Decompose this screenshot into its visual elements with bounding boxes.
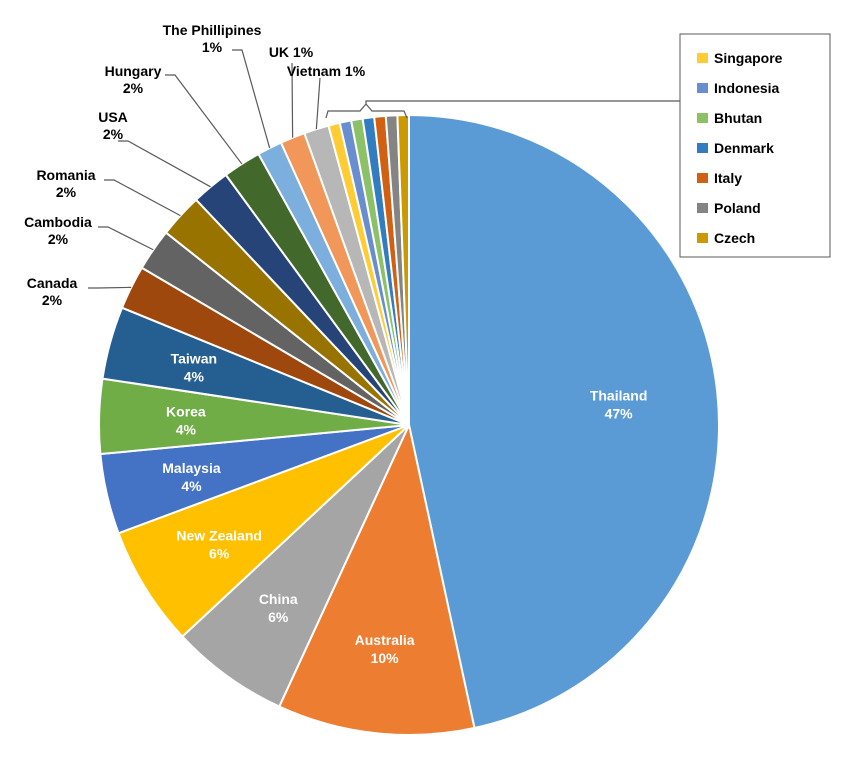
leader-line [165, 74, 243, 165]
slice-label-value: 6% [209, 545, 230, 561]
slice-label-value: 6% [268, 609, 289, 625]
legend-swatch [697, 233, 708, 243]
legend-label: Poland [714, 200, 761, 216]
legend-swatch [697, 203, 708, 213]
leader-line [315, 77, 321, 130]
slice-label-value: 4% [176, 422, 197, 438]
legend-leader [365, 100, 680, 104]
slice-label-value: 47% [605, 406, 634, 422]
slice-label-name: The Phillipines [163, 22, 262, 38]
legend-swatch [697, 173, 708, 183]
leader-line [88, 286, 132, 289]
slice-label: Vietnam 1% [287, 63, 366, 79]
legend-item-poland: Poland [697, 200, 761, 216]
slice-label-name: Taiwan [171, 351, 217, 367]
slice-label-value: 2% [123, 80, 144, 96]
legend-item-czech: Czech [697, 230, 755, 246]
slice-label-name: Cambodia [24, 214, 92, 230]
legend-label: Denmark [714, 140, 774, 156]
legend-swatch [697, 83, 708, 93]
legend-label: Bhutan [714, 110, 762, 126]
slice-label-value: 1% [202, 39, 223, 55]
legend-label: Indonesia [714, 80, 780, 96]
slice-label-name: Hungary [105, 63, 162, 79]
legend-label: Singapore [714, 50, 783, 66]
slice-china [180, 424, 410, 708]
slice-label-value: 2% [56, 184, 77, 200]
legend-label: Italy [714, 170, 742, 186]
slice-label-value: 4% [184, 369, 205, 385]
slice-label: UK 1% [269, 44, 314, 60]
leader-line [232, 49, 271, 149]
slice-label-name: Korea [166, 404, 206, 420]
slice-label-value: 2% [103, 126, 124, 142]
slice-label-value: 10% [371, 650, 400, 666]
slice-label-name: Romania [36, 167, 95, 183]
slice-label-value: 4% [181, 478, 202, 494]
slice-label-value: 2% [42, 292, 63, 308]
slice-label-name: Thailand [590, 388, 648, 404]
slice-label-name: Malaysia [162, 460, 221, 476]
slice-label-name: Canada [27, 275, 78, 291]
slice-new-zealand [117, 424, 410, 638]
legend-item-indonesia: Indonesia [697, 80, 780, 96]
legend-swatch [697, 113, 708, 123]
slice-label-name: USA [98, 109, 128, 125]
slice-australia [277, 421, 476, 736]
leader-line [98, 226, 154, 251]
legend-swatch [697, 53, 708, 63]
slice-label-name: Australia [355, 632, 415, 648]
leader-line [118, 140, 211, 188]
legend: Singapore Indonesia Bhutan Denmark Italy Pola… [679, 33, 831, 258]
leader-line [291, 62, 294, 138]
legend-item-italy: Italy [697, 170, 742, 186]
slice-label-name: China [259, 591, 298, 607]
legend-item-denmark: Denmark [697, 140, 774, 156]
leader-line [104, 179, 181, 217]
slice-czech [396, 113, 410, 426]
slice-label-value: 2% [48, 231, 69, 247]
legend-label: Czech [714, 230, 755, 246]
legend-swatch [697, 143, 708, 153]
legend-item-singapore: Singapore [697, 50, 783, 66]
slice-label-name: New Zealand [176, 527, 262, 543]
slice-thailand [408, 113, 720, 730]
legend-item-bhutan: Bhutan [697, 110, 762, 126]
